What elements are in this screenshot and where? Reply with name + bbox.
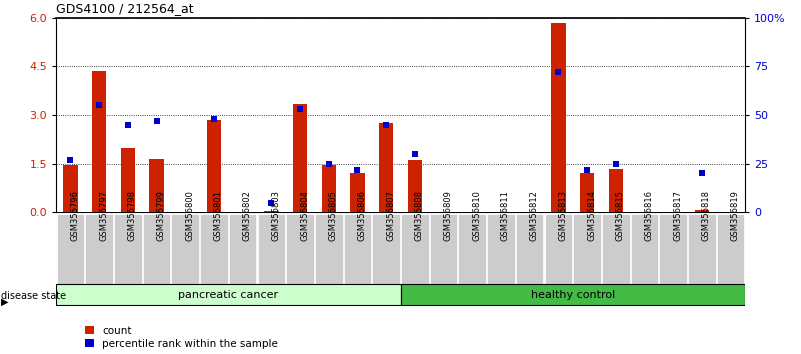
Point — [695, 171, 708, 176]
Point — [265, 200, 278, 205]
FancyBboxPatch shape — [286, 214, 314, 284]
Text: GSM356803: GSM356803 — [272, 190, 280, 241]
Point — [380, 122, 392, 128]
Text: GSM356802: GSM356802 — [243, 190, 252, 241]
Text: GSM356797: GSM356797 — [99, 190, 108, 241]
Text: GSM356815: GSM356815 — [616, 190, 625, 241]
Point — [207, 116, 220, 122]
Legend: count, percentile rank within the sample: count, percentile rank within the sample — [86, 326, 278, 349]
FancyBboxPatch shape — [400, 284, 745, 305]
FancyBboxPatch shape — [258, 214, 285, 284]
Text: ▶: ▶ — [1, 297, 8, 307]
Point — [122, 122, 135, 128]
Text: GSM356804: GSM356804 — [300, 190, 309, 241]
FancyBboxPatch shape — [401, 214, 429, 284]
Text: GSM356814: GSM356814 — [587, 190, 596, 241]
Text: GSM356805: GSM356805 — [328, 190, 338, 241]
Point — [610, 161, 622, 167]
Text: disease state: disease state — [1, 291, 66, 301]
FancyBboxPatch shape — [717, 214, 744, 284]
Bar — [293, 104, 308, 212]
FancyBboxPatch shape — [86, 214, 113, 284]
FancyBboxPatch shape — [315, 214, 343, 284]
FancyBboxPatch shape — [56, 284, 400, 305]
Text: GSM356796: GSM356796 — [70, 190, 79, 241]
Text: GSM356810: GSM356810 — [473, 190, 481, 241]
Bar — [551, 23, 566, 212]
Point — [351, 167, 364, 172]
FancyBboxPatch shape — [458, 214, 486, 284]
Bar — [321, 165, 336, 212]
Text: GDS4100 / 212564_at: GDS4100 / 212564_at — [56, 2, 194, 15]
Bar — [350, 173, 364, 212]
Bar — [264, 211, 279, 212]
Point — [581, 167, 594, 172]
FancyBboxPatch shape — [430, 214, 457, 284]
FancyBboxPatch shape — [171, 214, 199, 284]
Point — [64, 157, 77, 163]
Text: pancreatic cancer: pancreatic cancer — [179, 290, 279, 300]
Text: GSM356799: GSM356799 — [156, 190, 166, 241]
Bar — [379, 123, 393, 212]
Text: GSM356798: GSM356798 — [128, 190, 137, 241]
Text: GSM356811: GSM356811 — [501, 190, 510, 241]
FancyBboxPatch shape — [516, 214, 543, 284]
FancyBboxPatch shape — [229, 214, 256, 284]
Bar — [694, 210, 709, 212]
Point — [409, 151, 421, 157]
FancyBboxPatch shape — [688, 214, 715, 284]
Point — [322, 161, 335, 167]
Point — [294, 106, 307, 112]
Bar — [121, 148, 135, 212]
Bar — [408, 160, 422, 212]
Bar — [609, 169, 623, 212]
Text: GSM356819: GSM356819 — [731, 190, 739, 241]
FancyBboxPatch shape — [143, 214, 171, 284]
Text: GSM356801: GSM356801 — [214, 190, 223, 241]
Bar — [207, 120, 221, 212]
Text: GSM356816: GSM356816 — [645, 190, 654, 241]
FancyBboxPatch shape — [200, 214, 227, 284]
Bar — [149, 159, 163, 212]
Point — [552, 69, 565, 75]
Bar — [92, 71, 107, 212]
FancyBboxPatch shape — [344, 214, 371, 284]
Point — [150, 118, 163, 124]
Bar — [63, 165, 78, 212]
FancyBboxPatch shape — [372, 214, 400, 284]
Text: GSM356817: GSM356817 — [673, 190, 682, 241]
Text: GSM356807: GSM356807 — [386, 190, 395, 241]
FancyBboxPatch shape — [602, 214, 630, 284]
FancyBboxPatch shape — [630, 214, 658, 284]
Bar — [580, 173, 594, 212]
FancyBboxPatch shape — [57, 214, 84, 284]
Text: GSM356806: GSM356806 — [357, 190, 366, 241]
FancyBboxPatch shape — [659, 214, 687, 284]
FancyBboxPatch shape — [114, 214, 142, 284]
Text: GSM356808: GSM356808 — [415, 190, 424, 241]
FancyBboxPatch shape — [574, 214, 601, 284]
Text: GSM356812: GSM356812 — [529, 190, 538, 241]
Text: GSM356800: GSM356800 — [185, 190, 194, 241]
Text: GSM356813: GSM356813 — [558, 190, 567, 241]
Text: GSM356818: GSM356818 — [702, 190, 710, 241]
FancyBboxPatch shape — [487, 214, 515, 284]
Text: GSM356809: GSM356809 — [444, 190, 453, 241]
Text: healthy control: healthy control — [530, 290, 615, 300]
FancyBboxPatch shape — [545, 214, 572, 284]
Point — [93, 103, 106, 108]
